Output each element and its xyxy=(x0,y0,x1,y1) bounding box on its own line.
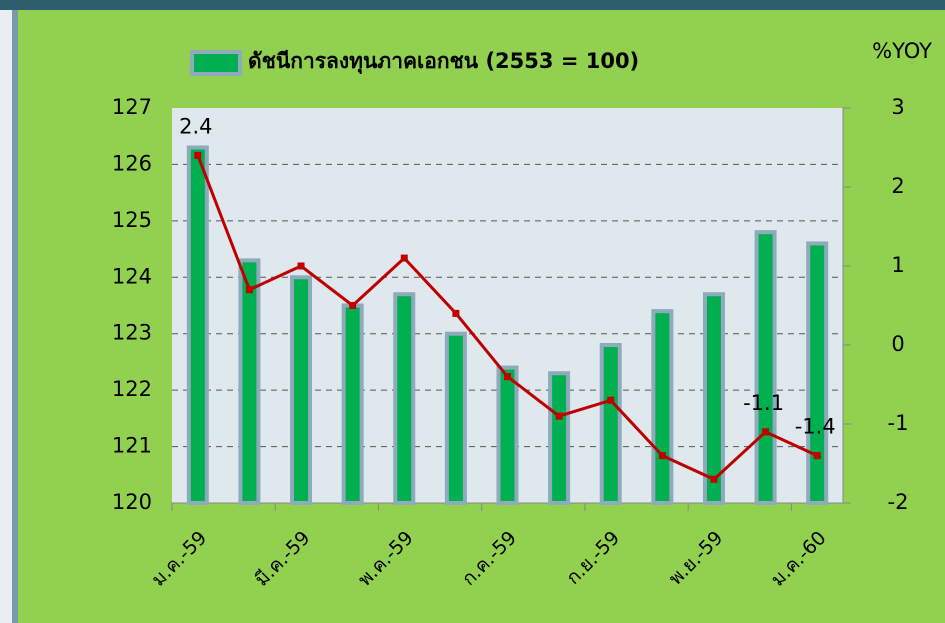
y-tick-label: 122 xyxy=(112,377,152,401)
top-strip xyxy=(0,0,945,10)
y2-tick-label: 0 xyxy=(891,332,904,356)
bar xyxy=(238,258,261,505)
y-tick-label: 124 xyxy=(112,264,152,288)
bar xyxy=(806,241,829,506)
bar xyxy=(393,292,416,506)
y-tick-label: 120 xyxy=(112,490,152,514)
line-marker xyxy=(710,475,718,483)
left-strip xyxy=(0,10,12,623)
line-marker xyxy=(245,286,253,294)
line-marker xyxy=(607,396,615,404)
y2-tick-label: 3 xyxy=(891,95,904,119)
y-tick-label: 125 xyxy=(112,208,152,232)
y-tick-label: 121 xyxy=(112,434,152,458)
y2-tick-label: -2 xyxy=(888,490,909,514)
bar xyxy=(341,303,364,505)
y-tick-label: 126 xyxy=(112,151,152,175)
data-label: -1.4 xyxy=(795,415,836,439)
line-marker xyxy=(194,151,202,159)
bar xyxy=(754,230,777,505)
y2-tick-label: 2 xyxy=(891,174,904,198)
bar xyxy=(186,145,209,505)
y2-axis-label: %YOY xyxy=(872,39,932,63)
line-marker xyxy=(504,373,511,381)
line-marker xyxy=(813,452,821,460)
line-marker xyxy=(349,302,357,309)
line-marker xyxy=(400,254,408,262)
left-edge xyxy=(12,10,18,623)
line-marker xyxy=(297,262,305,270)
line-marker xyxy=(555,412,563,420)
bar xyxy=(548,371,571,506)
bar xyxy=(444,331,467,506)
bar xyxy=(702,292,725,506)
legend-label: ดัชนีการลงทุนภาคเอกชน (2553 = 100) xyxy=(248,49,639,75)
line-marker xyxy=(452,309,460,317)
data-label: -1.1 xyxy=(743,391,784,415)
y-tick-label: 123 xyxy=(112,321,152,345)
bar xyxy=(496,365,519,506)
line-marker xyxy=(762,428,770,436)
bar xyxy=(290,275,313,505)
y2-tick-label: 1 xyxy=(891,253,904,277)
bar xyxy=(651,309,674,505)
data-label: 2.4 xyxy=(179,114,212,138)
y-tick-label: 127 xyxy=(112,95,152,119)
y2-tick-label: -1 xyxy=(888,411,909,435)
line-marker xyxy=(658,452,666,460)
legend-swatch xyxy=(190,50,242,76)
bar xyxy=(599,343,622,505)
